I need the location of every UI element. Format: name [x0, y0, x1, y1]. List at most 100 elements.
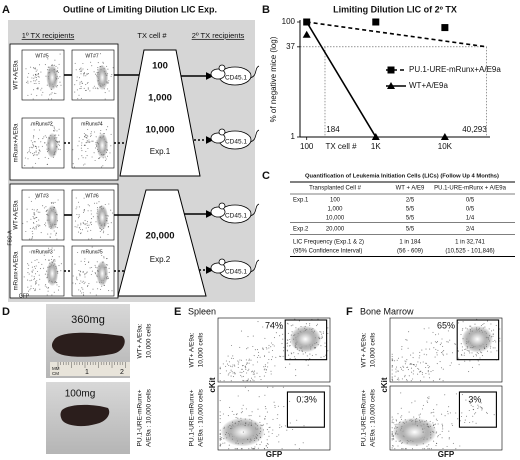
- y-tick-label: 1: [291, 132, 296, 141]
- flow-dot: [435, 445, 437, 447]
- flow-dot: [257, 351, 260, 353]
- flow-dot: [34, 273, 37, 275]
- flow-dot: [449, 339, 451, 341]
- flow-dot: [78, 273, 80, 275]
- flow-dot: [50, 258, 53, 260]
- flow-dot: [440, 352, 443, 354]
- flow-dot: [106, 65, 108, 67]
- flow-dot: [32, 287, 34, 290]
- mouse-ear: [218, 64, 226, 72]
- flow-dot: [400, 418, 403, 420]
- flow-dot: [272, 429, 274, 431]
- flow-dot: [95, 136, 97, 138]
- flow-dot: [87, 68, 89, 70]
- flow-dot: [58, 141, 60, 143]
- flow-dot: [58, 265, 60, 267]
- flow-dot: [32, 142, 34, 144]
- flow-dot: [391, 377, 393, 379]
- flow-dot: [107, 226, 109, 228]
- flow-dot: [38, 261, 40, 263]
- flow-dot: [76, 206, 78, 208]
- flow-dot: [88, 139, 90, 141]
- fit-line: [306, 21, 487, 48]
- flow-density: [96, 64, 109, 91]
- flow-dot: [85, 84, 87, 86]
- flow-dot: [23, 276, 25, 278]
- flow-dot: [279, 355, 281, 357]
- flow-dot: [423, 328, 425, 330]
- flow-dot: [31, 271, 33, 273]
- flow-dot: [33, 276, 35, 278]
- flow-dot: [391, 353, 393, 355]
- flow-dot: [222, 442, 224, 444]
- flow-dot: [230, 344, 233, 347]
- flow-dot: [281, 448, 283, 450]
- flow-dot: [219, 432, 221, 434]
- table-cell: 1 in 32,741: [455, 240, 485, 246]
- axis-label: cKit: [380, 377, 389, 392]
- flow-dot: [84, 263, 86, 265]
- flow-dot: [29, 280, 31, 282]
- flow-dot: [28, 151, 30, 153]
- flow-dot: [410, 380, 412, 382]
- flow-dot: [89, 267, 91, 269]
- flow-dot: [230, 369, 232, 371]
- flow-dot: [92, 288, 94, 290]
- flow-dot: [41, 263, 43, 265]
- flow-dot: [104, 156, 106, 158]
- axis-label: GFP: [19, 293, 30, 299]
- flow-dot: [397, 377, 399, 379]
- flow-dot: [464, 360, 466, 362]
- flow-dot: [295, 369, 297, 371]
- flow-dot: [322, 331, 324, 333]
- flow-dot: [219, 400, 221, 402]
- legend-label: PU.1-URE-mRunx+A/E9a: [409, 65, 501, 74]
- flow-dot: [83, 132, 85, 135]
- flow-dot: [82, 280, 84, 282]
- flow-dot: [56, 238, 58, 240]
- flow-dot: [30, 152, 32, 154]
- flow-dot: [36, 154, 38, 156]
- flow-dot: [49, 94, 51, 96]
- flow-dot: [28, 273, 30, 275]
- flow-dot: [405, 339, 407, 341]
- flow-dot: [496, 350, 498, 352]
- flow-dot: [219, 418, 221, 420]
- flow-dot: [82, 68, 84, 70]
- flow-dot: [77, 217, 80, 219]
- flow-dot: [479, 357, 481, 359]
- flow-dot: [397, 357, 400, 359]
- plot-label: mRunx#2: [31, 121, 53, 127]
- flow-dot: [442, 345, 444, 347]
- flow-dot: [432, 369, 434, 372]
- flow-dot: [81, 142, 83, 144]
- flow-dot: [279, 327, 281, 329]
- flow-dots: [22, 196, 59, 240]
- flow-dot: [442, 424, 444, 426]
- flow-dot: [53, 126, 55, 128]
- flow-dot: [102, 62, 104, 64]
- flow-dot: [441, 413, 443, 415]
- flow-dot: [469, 325, 471, 327]
- flow-dot: [302, 396, 304, 398]
- flow-dot: [219, 429, 221, 431]
- flow-dot: [33, 80, 35, 82]
- flow-dot: [264, 337, 266, 339]
- flow-dot: [78, 215, 80, 217]
- flow-dot: [298, 320, 300, 322]
- flow-dot: [33, 209, 35, 211]
- flow-dot: [428, 398, 430, 400]
- flow-dot: [245, 368, 247, 370]
- flow-dot: [51, 202, 53, 205]
- flow-dot: [36, 220, 38, 223]
- mouse-tail: [249, 129, 260, 143]
- sample-label: 10,000 cells: [198, 332, 205, 367]
- flow-dot: [72, 275, 74, 277]
- flow-dot: [219, 372, 221, 375]
- flow-dot: [480, 407, 482, 409]
- marker: [371, 133, 380, 140]
- panel-letter: D: [2, 306, 10, 318]
- flow-dot: [250, 415, 252, 417]
- flow-dot: [87, 135, 89, 137]
- flow-dot: [58, 144, 60, 147]
